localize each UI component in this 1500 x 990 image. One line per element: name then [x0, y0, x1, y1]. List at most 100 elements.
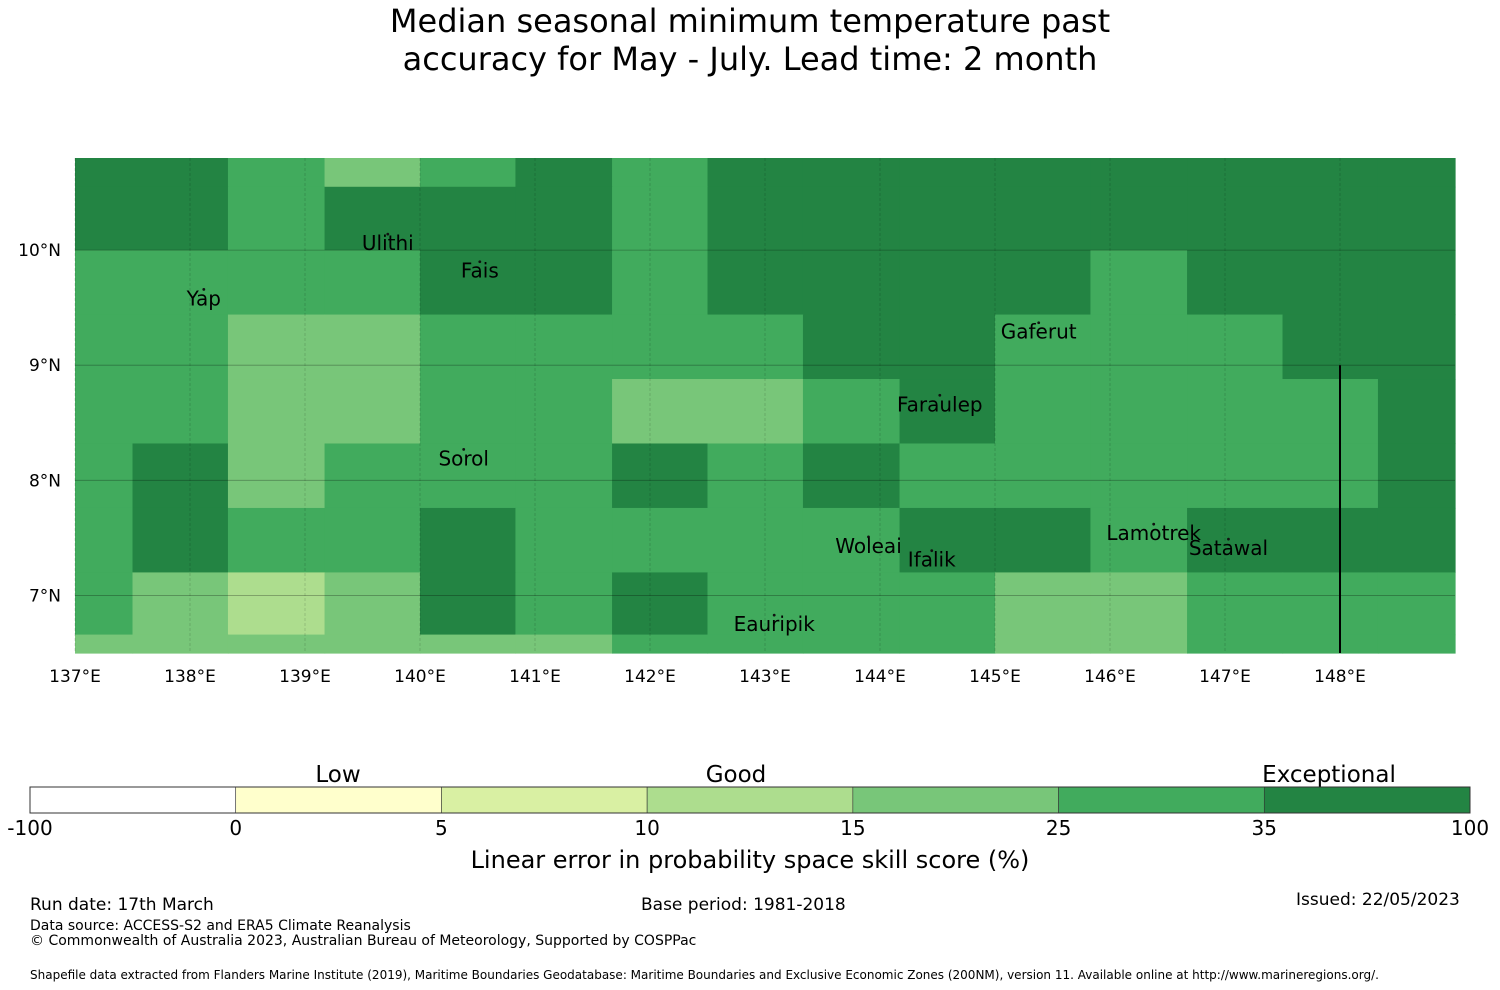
skill-cell	[227, 379, 326, 445]
lon-tick-label: 144°E	[854, 667, 906, 687]
skill-cell	[899, 634, 996, 654]
skill-cell	[1377, 250, 1456, 316]
lon-tick-label: 145°E	[969, 667, 1021, 687]
skill-cell	[1187, 314, 1284, 380]
skill-cell	[324, 314, 421, 380]
skill-cell	[1090, 186, 1188, 251]
skill-cell	[75, 507, 134, 574]
skill-cell	[899, 379, 996, 445]
legend-tick-label: 5	[435, 816, 448, 840]
longitude-tick-labels: 137°E 138°E 139°E 140°E 141°E 142°E 143°E 144°E…	[49, 667, 1366, 687]
island-dot	[386, 232, 390, 236]
skill-cell	[515, 379, 613, 445]
skill-cell	[995, 314, 1092, 380]
skill-cell	[995, 379, 1092, 445]
skill-cell	[420, 443, 517, 509]
skill-cell	[612, 158, 709, 188]
skill-cell	[227, 250, 326, 316]
skill-cell	[1377, 186, 1456, 251]
lon-tick-label: 141°E	[509, 667, 561, 687]
legend-swatch	[646, 786, 854, 814]
skill-cell	[227, 572, 326, 636]
skill-cell	[324, 443, 421, 509]
island-label: Satawal	[1189, 536, 1268, 560]
island-label: Eauripik	[734, 612, 816, 636]
lon-tick-label: 139°E	[279, 667, 331, 687]
skill-cell	[1187, 572, 1284, 636]
skill-cell	[612, 314, 709, 380]
skill-cell	[1187, 379, 1284, 445]
island-dot	[772, 613, 776, 617]
skill-cell	[707, 572, 804, 636]
skill-cell	[324, 250, 421, 316]
base-period: Base period: 1981-2018	[641, 895, 846, 915]
legend-tick-label: 15	[840, 816, 865, 840]
island-dot	[478, 260, 482, 264]
skill-cell	[1090, 250, 1188, 316]
skill-cell	[1282, 634, 1379, 654]
legend-swatch	[1058, 786, 1265, 814]
skill-cell	[707, 186, 804, 251]
legend-tick-label: 25	[1046, 816, 1071, 840]
skill-cell	[132, 314, 229, 380]
skill-cell	[707, 158, 804, 188]
island-dot	[930, 549, 934, 553]
skill-cell	[1187, 250, 1284, 316]
skill-grid-cells	[75, 158, 1456, 654]
legend-tick-label: 35	[1252, 816, 1277, 840]
island-label: Sorol	[438, 446, 489, 470]
skill-cell	[1377, 507, 1456, 574]
skill-cell	[1187, 507, 1284, 574]
island-label: Yap	[186, 286, 221, 310]
legend-category-label: Low	[315, 762, 360, 788]
island-dot	[202, 287, 206, 291]
skill-cell	[1187, 443, 1284, 509]
skill-cell	[802, 572, 901, 636]
issued-date: Issued: 22/05/2023	[1296, 890, 1460, 910]
lat-tick-label: 9°N	[29, 356, 61, 376]
skill-cell	[227, 158, 326, 188]
skill-cell	[132, 379, 229, 445]
skill-cell	[420, 379, 517, 445]
skill-cell	[1282, 443, 1379, 509]
skill-cell	[420, 186, 517, 251]
legend-tick-label: -100	[7, 816, 52, 840]
data-source: Data source: ACCESS-S2 and ERA5 Climate …	[30, 918, 411, 934]
skill-cell	[420, 250, 517, 316]
legend-category-label: Good	[706, 762, 767, 788]
skill-cell	[995, 443, 1092, 509]
copyright: © Commonwealth of Australia 2023, Austra…	[30, 933, 697, 949]
skill-cell	[1282, 572, 1379, 636]
skill-cell	[324, 379, 421, 445]
skill-cell	[612, 379, 709, 445]
map-title-line-1: Median seasonal minimum temperature past	[389, 2, 1111, 40]
lon-tick-label: 148°E	[1314, 667, 1366, 687]
legend-swatch	[441, 786, 648, 814]
lon-tick-label: 140°E	[394, 667, 446, 687]
skill-cell	[707, 314, 804, 380]
skill-cell	[515, 314, 613, 380]
skill-cell	[995, 186, 1092, 251]
skill-cell	[515, 186, 613, 251]
skill-cell	[1282, 158, 1379, 188]
skill-cell	[1090, 634, 1188, 654]
skill-cell	[132, 250, 229, 316]
lon-tick-label: 146°E	[1084, 667, 1136, 687]
skill-cell	[132, 507, 229, 574]
lat-tick-label: 8°N	[29, 471, 61, 491]
map-title-line-2: accuracy for May - July. Lead time: 2 mo…	[402, 40, 1098, 78]
skill-cell	[995, 634, 1092, 654]
skill-cell	[420, 572, 517, 636]
skill-cell	[515, 250, 613, 316]
skill-cell	[612, 186, 709, 251]
skill-cell	[1377, 314, 1456, 380]
skill-cell	[899, 314, 996, 380]
legend-swatch	[29, 786, 237, 814]
lat-tick-label: 7°N	[29, 586, 61, 606]
skill-cell	[132, 572, 229, 636]
skill-cell	[324, 507, 421, 574]
skill-cell	[1090, 314, 1188, 380]
skill-cell	[612, 634, 709, 654]
skill-cell	[132, 443, 229, 509]
